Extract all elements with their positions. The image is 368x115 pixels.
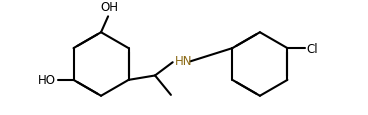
Text: OH: OH [101,1,119,14]
Text: HN: HN [174,55,192,67]
Text: Cl: Cl [307,42,318,55]
Text: HO: HO [38,74,56,87]
